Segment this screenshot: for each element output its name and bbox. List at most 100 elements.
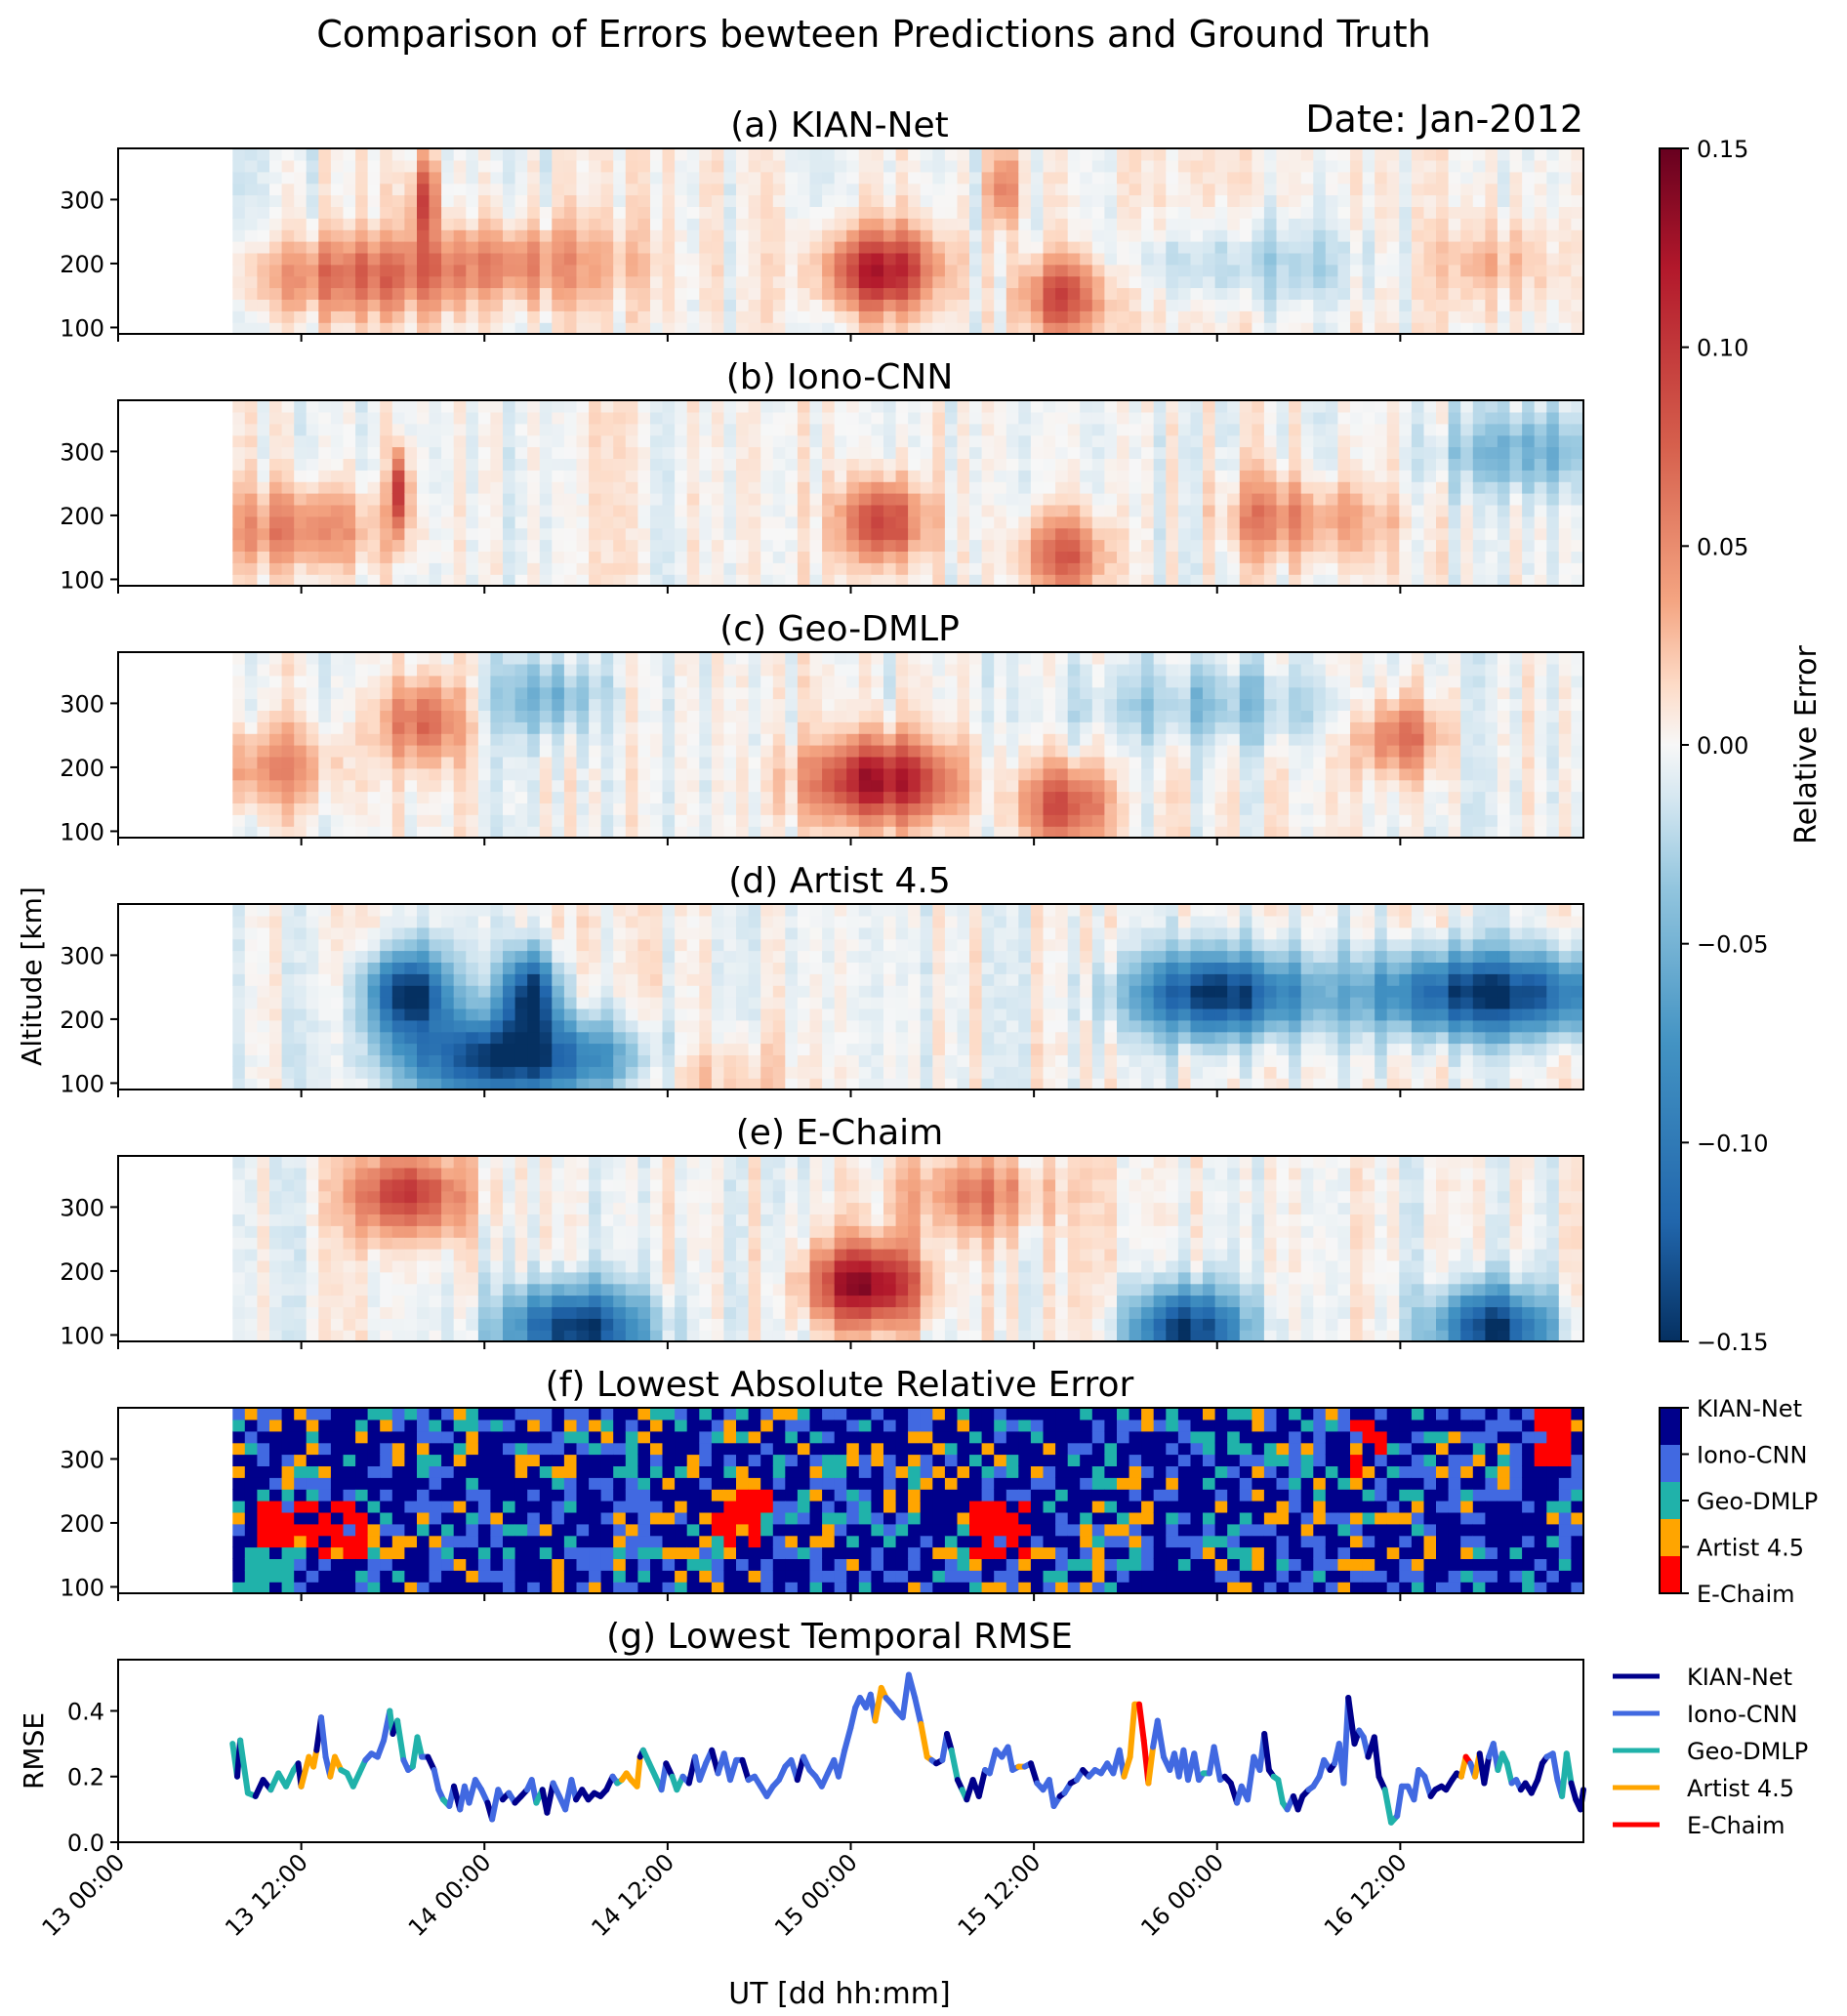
heatmap-cell [675,458,688,471]
heatmap-cell [613,194,627,207]
heatmap-cell [417,229,431,242]
heatmap-cell [1190,194,1204,207]
heatmap-cell [1239,159,1252,173]
heatmap-cell [846,194,860,207]
heatmap-cell [1117,423,1130,436]
heatmap-cell [380,767,393,781]
heatmap-cell [343,539,356,552]
heatmap-cell [367,148,381,161]
heatmap-cell [650,527,664,541]
heatmap-cell [1546,539,1560,552]
heatmap-cell [699,194,713,207]
heatmap-cell [895,698,909,711]
heatmap-cell [391,527,405,541]
heatmap-cell [514,148,528,161]
heatmap-cell [1460,218,1474,230]
heatmap-cell [257,675,270,688]
heatmap-cell [1055,733,1069,746]
heatmap-cell [625,275,638,289]
heatmap-cell [576,756,590,769]
heatmap-cell [318,574,332,587]
y-tick-label: 200 [60,251,104,278]
heatmap-cell [1055,551,1069,563]
heatmap-cell [1448,527,1461,541]
heatmap-cell [1252,481,1265,494]
heatmap-cell [1239,756,1252,769]
heatmap-cell [429,802,442,815]
heatmap-cell [380,287,393,300]
heatmap-cell [1030,493,1045,506]
heatmap-cell [1153,686,1167,700]
heatmap-cell [1448,206,1461,219]
heatmap-cell [822,791,836,803]
heatmap-cell [503,663,516,677]
heatmap-cell [1558,275,1572,289]
heatmap-cell [1006,527,1019,541]
heatmap-cell [723,411,737,425]
heatmap-cell [477,539,492,552]
heatmap-cell [563,663,578,677]
heatmap-cell [589,481,602,494]
heatmap-cell [748,574,761,587]
heatmap-cell [1300,287,1314,300]
heatmap-cell [1558,481,1572,494]
heatmap-cell [589,252,602,266]
heatmap-cell [883,206,897,219]
heatmap-cell [822,745,836,758]
heatmap-cell [736,756,750,769]
heatmap-cell [1006,310,1019,323]
heatmap-cell [539,322,553,335]
heatmap-cell [981,252,995,266]
heatmap-cell [1276,310,1290,323]
heatmap-cell [932,434,946,448]
heatmap-cell [1423,183,1437,196]
heatmap-cell [625,434,638,448]
heatmap-cell [675,675,688,688]
heatmap-cell [1129,767,1142,781]
heatmap-cell [809,400,823,413]
heatmap-cell [760,400,774,413]
heatmap-cell [1571,171,1584,185]
heatmap-cell [1018,698,1032,711]
heatmap-cell [858,814,872,827]
heatmap-cell [760,802,774,815]
heatmap-cell [514,299,528,311]
heatmap-cell [576,551,590,563]
heatmap-cell [736,287,750,300]
heatmap-cell [1313,218,1327,230]
heatmap-cell [1276,539,1290,552]
heatmap-cell [1337,287,1351,300]
heatmap-cell [1006,551,1019,563]
heatmap-cell [637,733,651,746]
heatmap-cell [404,434,418,448]
heatmap-cell [257,194,270,207]
heatmap-cell [503,562,516,575]
heatmap-cell [883,171,897,185]
heatmap-cell [1399,423,1413,436]
heatmap-cell [1252,229,1265,242]
heatmap-cell [1289,745,1302,758]
heatmap-cell [417,756,431,769]
heatmap-cell [858,481,872,494]
heatmap-cell [1460,481,1474,494]
heatmap-cell [1203,310,1216,323]
heatmap-cell [1055,299,1069,311]
heatmap-cell [625,814,638,827]
heatmap-cell [1104,826,1118,839]
heatmap-cell [858,229,872,242]
heatmap-cell [1423,400,1437,413]
heatmap-cell [306,652,319,665]
heatmap-cell [1313,287,1327,300]
heatmap-cell [380,458,393,471]
heatmap-cell [318,264,332,277]
heatmap-cell [981,710,995,722]
heatmap-cell [1534,539,1547,552]
heatmap-cell [834,767,847,781]
heatmap-cell [994,527,1007,541]
heatmap-cell [1289,527,1302,541]
heatmap-cell [244,733,258,746]
heatmap-cell [637,481,651,494]
heatmap-cell [1509,159,1523,173]
heatmap-cell [490,574,504,587]
heatmap-cell [269,470,283,482]
